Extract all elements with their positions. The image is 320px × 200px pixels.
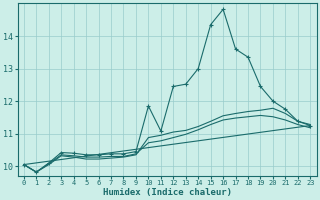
X-axis label: Humidex (Indice chaleur): Humidex (Indice chaleur) [103,188,232,197]
